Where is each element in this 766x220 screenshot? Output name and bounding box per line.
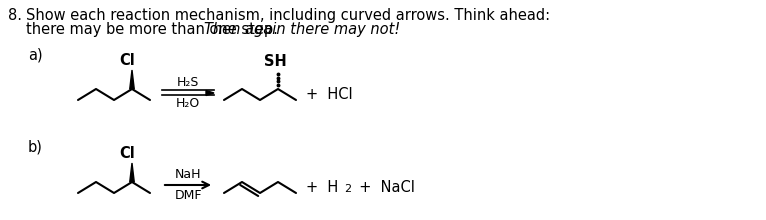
Text: H₂S: H₂S — [177, 76, 199, 89]
Text: 2: 2 — [344, 185, 351, 194]
Text: +  H: + H — [306, 180, 339, 195]
Text: Then again there may not!: Then again there may not! — [204, 22, 401, 37]
Polygon shape — [129, 70, 134, 89]
Text: b): b) — [28, 140, 43, 155]
Text: H₂O: H₂O — [176, 97, 200, 110]
Text: SH: SH — [264, 54, 286, 69]
Text: a): a) — [28, 47, 43, 62]
Text: Cl: Cl — [119, 53, 135, 68]
Polygon shape — [206, 90, 214, 95]
Text: NaH: NaH — [175, 168, 201, 181]
Text: there may be more than one step.: there may be more than one step. — [26, 22, 283, 37]
Text: Show each reaction mechanism, including curved arrows. Think ahead:: Show each reaction mechanism, including … — [26, 8, 550, 23]
Text: 8.: 8. — [8, 8, 22, 23]
Polygon shape — [129, 163, 134, 182]
Text: DMF: DMF — [174, 189, 201, 202]
Text: +  HCl: + HCl — [306, 87, 352, 102]
Text: +  NaCl: + NaCl — [350, 180, 415, 195]
Text: Cl: Cl — [119, 146, 135, 161]
